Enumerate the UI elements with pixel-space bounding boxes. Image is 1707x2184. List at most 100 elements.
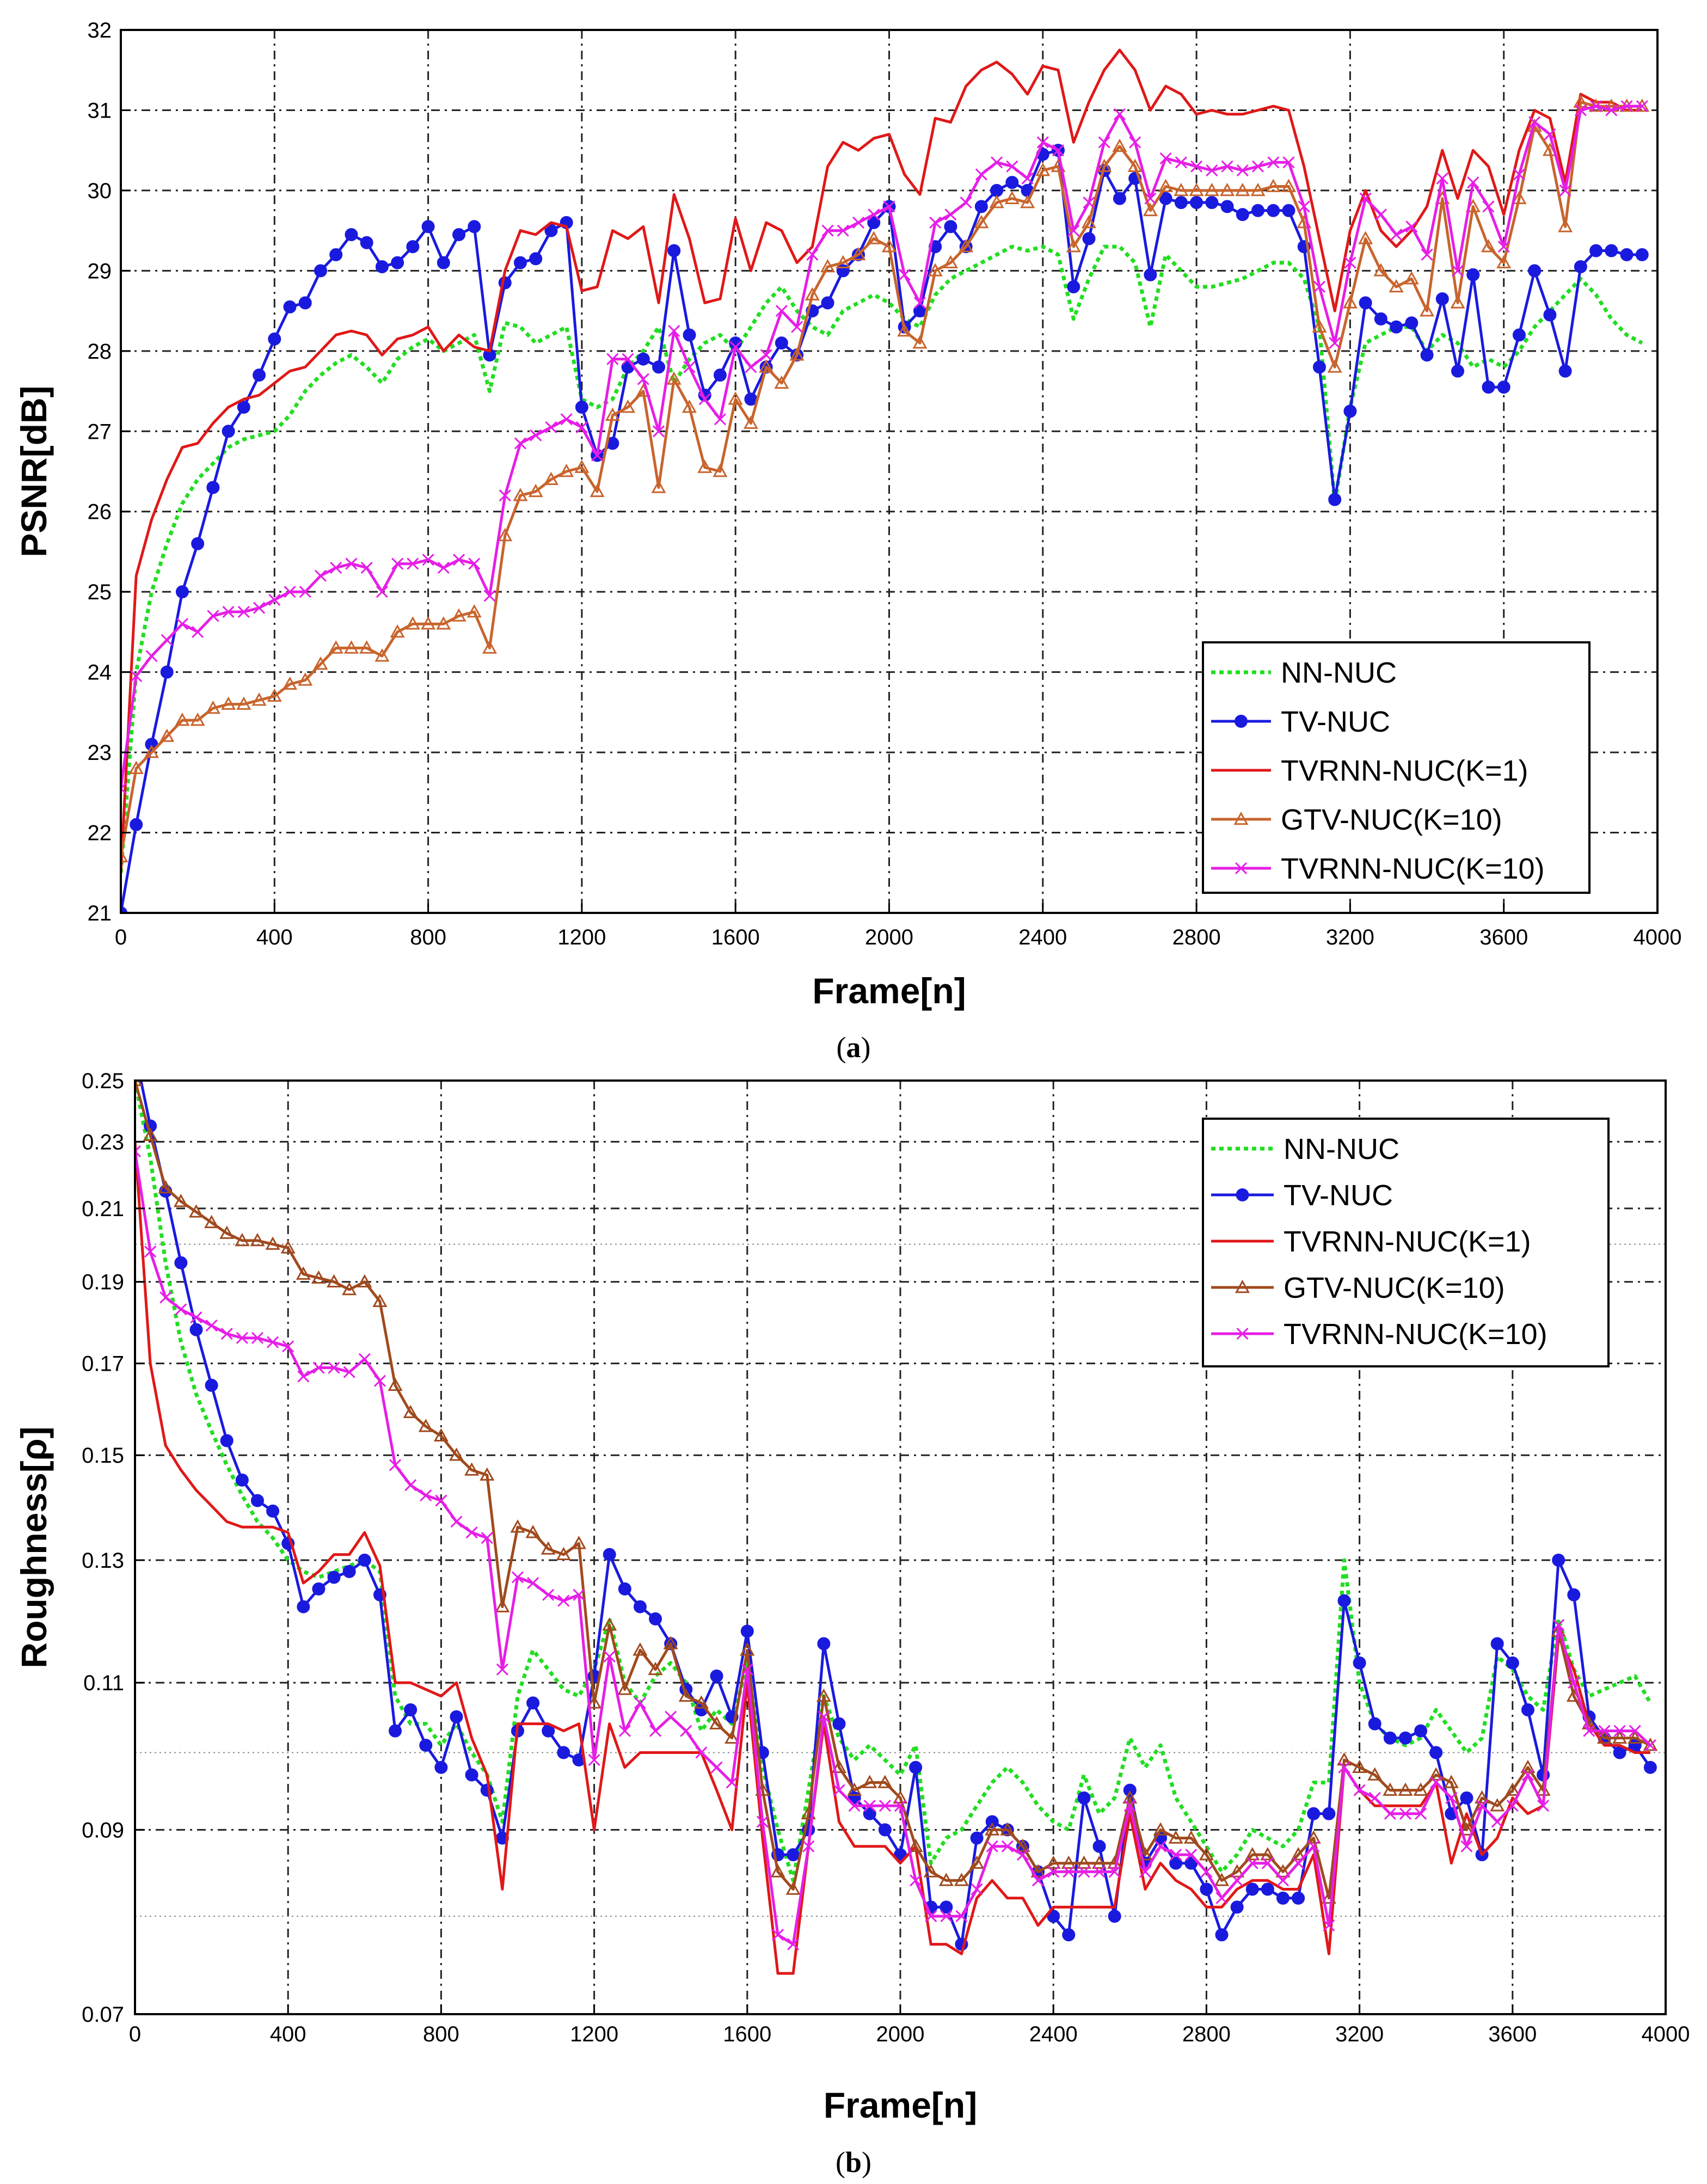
- data-point-1: [206, 481, 220, 494]
- data-point-4: [787, 1938, 800, 1950]
- y-tick-label: 0.15: [82, 1444, 124, 1468]
- data-point-4: [161, 634, 173, 646]
- data-point-1: [434, 1760, 448, 1774]
- data-point-1: [268, 332, 281, 346]
- data-point-4: [452, 554, 465, 566]
- x-tick-label: 3600: [1488, 2022, 1537, 2046]
- data-point-1: [406, 240, 420, 254]
- data-point-4: [683, 361, 696, 373]
- y-tick-label: 31: [88, 99, 112, 122]
- data-point-4: [145, 650, 158, 662]
- data-point-1: [329, 248, 343, 261]
- data-point-4: [603, 1650, 616, 1663]
- data-point-4: [496, 1663, 508, 1676]
- data-point-3: [221, 696, 236, 710]
- data-point-1: [312, 1582, 326, 1596]
- data-point-3: [482, 640, 498, 654]
- data-point-3: [559, 463, 574, 477]
- data-point-3: [1158, 179, 1174, 192]
- data-point-4: [1063, 1866, 1075, 1878]
- data-point-1: [1108, 1910, 1121, 1923]
- data-point-1: [1574, 260, 1587, 273]
- data-point-3: [605, 407, 620, 421]
- y-axis-label: PSNR[dB]: [14, 385, 54, 557]
- data-point-3: [693, 1695, 709, 1709]
- data-point-4: [837, 224, 849, 237]
- data-point-4: [1629, 1725, 1641, 1737]
- x-tick-label: 3200: [1326, 925, 1374, 949]
- data-point-1: [1482, 381, 1495, 394]
- data-point-3: [1250, 182, 1266, 197]
- data-point-4: [1206, 164, 1218, 177]
- data-point-4: [1521, 1769, 1534, 1781]
- data-point-1: [557, 1746, 570, 1759]
- data-point-3: [574, 459, 590, 473]
- data-point-1: [652, 360, 666, 374]
- data-point-4: [1344, 256, 1356, 269]
- data-point-1: [327, 1570, 341, 1584]
- data-point-4: [1016, 1849, 1029, 1861]
- data-point-1: [1190, 196, 1204, 210]
- data-point-1: [220, 1434, 234, 1447]
- data-point-3: [236, 696, 251, 710]
- y-tick-label: 23: [88, 741, 112, 765]
- data-point-1: [1497, 381, 1510, 394]
- data-point-3: [743, 415, 758, 429]
- data-point-4: [360, 561, 373, 574]
- data-point-1: [667, 244, 681, 257]
- data-point-3: [466, 604, 482, 618]
- data-point-3: [418, 1419, 433, 1432]
- data-point-4: [135, 1145, 142, 1158]
- data-point-4: [176, 618, 188, 630]
- data-point-4: [1421, 248, 1433, 261]
- data-point-4: [481, 1532, 493, 1544]
- data-point-1: [526, 1696, 540, 1710]
- data-point-1: [1567, 1588, 1581, 1602]
- x-tick-label: 400: [256, 925, 293, 949]
- data-point-3: [436, 616, 451, 630]
- data-point-3: [1336, 1752, 1352, 1766]
- y-tick-label: 0.23: [82, 1130, 124, 1154]
- data-point-3: [928, 263, 943, 277]
- data-point-1: [175, 585, 189, 599]
- caption-b: (b): [836, 2146, 871, 2179]
- data-point-4: [299, 586, 311, 598]
- data-point-1: [832, 1717, 846, 1731]
- data-point-1: [345, 228, 358, 242]
- data-point-4: [618, 1725, 631, 1737]
- data-point-3: [372, 1293, 388, 1307]
- legend: NN-NUC TV-NUC TVRNN-NUC(K=1) GTV-NUC(K=10) T…: [1202, 1118, 1610, 1367]
- data-point-3: [121, 849, 128, 863]
- data-point-4: [1590, 100, 1602, 113]
- data-point-3: [651, 480, 666, 493]
- data-point-3: [893, 1790, 908, 1804]
- data-point-3: [144, 745, 159, 758]
- data-point-4: [771, 1929, 784, 1941]
- data-point-3: [1505, 1782, 1520, 1796]
- data-point-1: [1144, 268, 1157, 281]
- data-point-4: [1083, 196, 1095, 209]
- data-point-3: [1342, 295, 1358, 309]
- data-point-3: [1428, 1767, 1444, 1781]
- data-point-3: [633, 1642, 648, 1656]
- data-point-1: [1353, 1656, 1366, 1670]
- data-point-3: [204, 1214, 219, 1229]
- data-point-3: [128, 760, 144, 774]
- data-point-3: [556, 1547, 571, 1560]
- data-point-1: [787, 1848, 800, 1862]
- data-point-3: [327, 1274, 342, 1288]
- data-point-3: [1066, 239, 1081, 253]
- series-line-tv-nuc: [121, 149, 1642, 913]
- data-point-3: [421, 616, 436, 630]
- data-point-1: [1589, 244, 1603, 257]
- data-point-3: [343, 640, 359, 654]
- data-point-1: [1067, 280, 1080, 293]
- data-point-3: [666, 371, 681, 385]
- data-point-1: [1460, 1791, 1473, 1805]
- data-point-1: [419, 1739, 433, 1752]
- data-point-4: [879, 1800, 891, 1812]
- data-point-3: [1143, 203, 1158, 217]
- data-point-4: [389, 1459, 402, 1471]
- y-tick-label: 25: [88, 580, 112, 604]
- data-point-1: [358, 1554, 371, 1567]
